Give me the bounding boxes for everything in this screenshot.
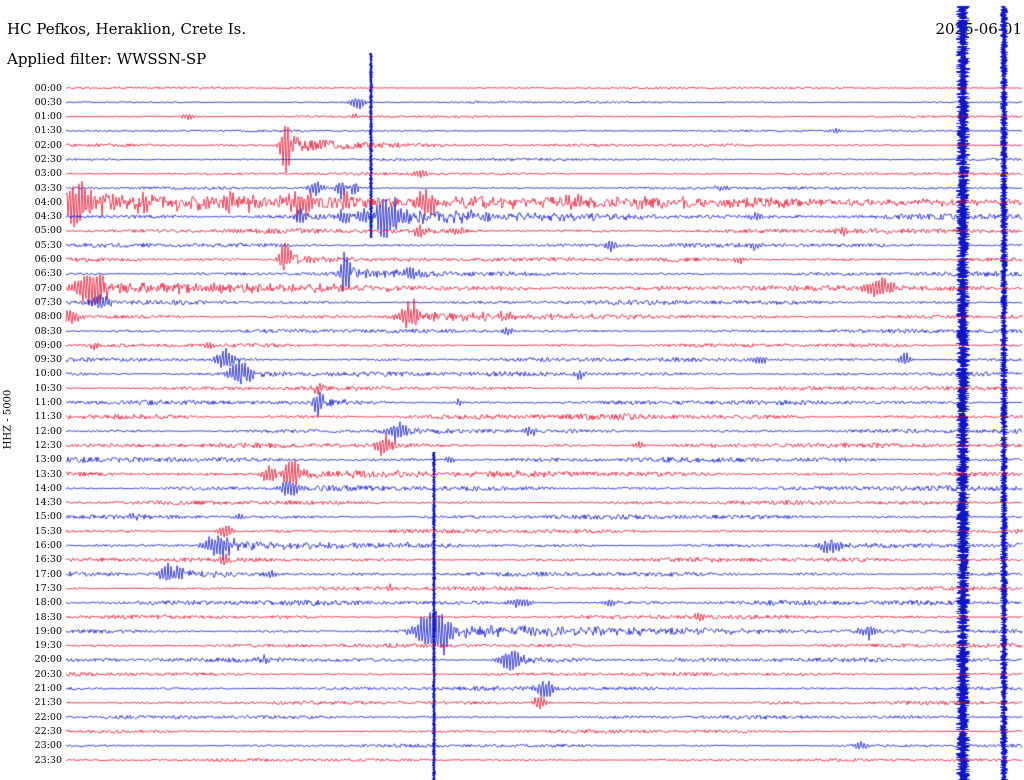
helicorder-traces — [0, 0, 1024, 780]
helicorder-page: HC Pefkos, Heraklion, Crete Is. 2025-06-… — [0, 0, 1024, 780]
